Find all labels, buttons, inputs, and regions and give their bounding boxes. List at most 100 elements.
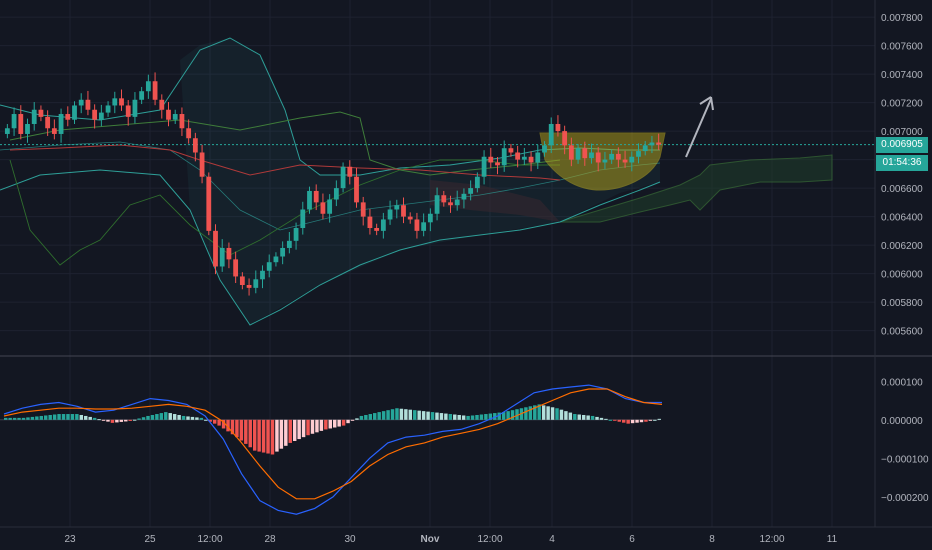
histogram-bar [257, 419, 261, 452]
candle [642, 141, 648, 156]
time-tick-label: 11 [827, 534, 838, 545]
histogram-bar [141, 417, 146, 420]
candle [166, 102, 171, 127]
histogram-bar [137, 418, 141, 420]
candle [25, 118, 30, 143]
macd-line [3, 384, 662, 515]
macd-tick-label: −0.000200 [881, 493, 929, 504]
histogram-bar [12, 417, 17, 420]
candle [293, 222, 299, 250]
histogram-bar [101, 419, 106, 421]
histogram-bar [355, 418, 359, 420]
histogram-bar [404, 409, 408, 420]
histogram-bar [350, 419, 355, 421]
candle [589, 143, 594, 164]
candle [562, 125, 568, 155]
histogram-bar [221, 419, 226, 429]
histogram-bar [639, 419, 644, 423]
price-tick-label: 0.006400 [881, 213, 923, 224]
candle [186, 119, 192, 144]
histogram-bar [657, 418, 661, 420]
histogram-bar [57, 414, 61, 420]
candle [528, 151, 534, 172]
histogram-bar [408, 409, 413, 420]
histogram-bar [435, 412, 439, 420]
histogram-bar [119, 419, 124, 422]
histogram-bar [106, 419, 110, 422]
histogram-bar [190, 416, 195, 420]
price-tick-label: 0.006000 [881, 270, 923, 281]
candle [246, 278, 252, 296]
histogram-bar [461, 415, 466, 420]
histogram-bar [559, 409, 564, 420]
histogram-bar [244, 419, 248, 444]
candle [609, 149, 615, 164]
histogram-bar [475, 414, 479, 420]
candle [4, 123, 10, 139]
candle [239, 272, 245, 290]
candlestick-series [4, 72, 662, 296]
candle [92, 104, 98, 129]
macd-axis-labels[interactable]: 0.000100 0.000000 −0.000100 −0.000200 [881, 377, 929, 504]
histogram-bar [204, 419, 208, 421]
histogram-bar [333, 419, 337, 428]
ichimoku-lines [9, 111, 561, 266]
time-axis-labels[interactable]: 23 25 12:00 28 30 Nov 12:00 4 6 8 12:00 11 [64, 534, 837, 545]
histogram-bar [301, 419, 306, 438]
histogram-bar [617, 419, 621, 422]
candle [78, 93, 84, 114]
histogram-bar [4, 417, 8, 420]
histogram-bar [239, 419, 244, 441]
price-tick-label: 0.007800 [881, 13, 923, 24]
histogram-bar [212, 419, 217, 424]
candle [360, 196, 366, 226]
histogram-bar [66, 414, 70, 420]
price-tick-label: 0.006200 [881, 241, 923, 252]
histogram-bar [613, 419, 617, 421]
macd-tick-label: −0.000100 [881, 454, 929, 465]
histogram-bar [439, 413, 444, 420]
histogram-bar [621, 419, 626, 423]
histogram-bar [297, 419, 301, 440]
grid-lines [0, 0, 875, 527]
macd-tick-label: 0.000100 [881, 377, 923, 388]
histogram-bar [577, 414, 581, 420]
histogram-bar [292, 419, 297, 441]
histogram-bar [261, 419, 266, 453]
candle [481, 150, 487, 185]
price-tick-label: 0.006600 [881, 184, 923, 195]
histogram-bar [270, 419, 275, 455]
histogram-bar [586, 415, 590, 420]
histogram-bar [124, 419, 128, 422]
histogram-bar [510, 410, 515, 420]
time-tick-label: 25 [144, 534, 156, 545]
histogram-bar [70, 414, 75, 420]
candle [380, 212, 386, 239]
histogram-bar [373, 413, 377, 420]
histogram-bar [132, 419, 137, 421]
projection-arrow[interactable] [685, 96, 714, 158]
histogram-bar [453, 414, 457, 420]
candle [219, 239, 225, 272]
histogram-bar [30, 416, 35, 420]
histogram-bar [306, 419, 310, 436]
candle [656, 133, 662, 151]
price-axis-labels[interactable]: 0.007800 0.007600 0.007400 0.007200 0.007000… [881, 13, 923, 337]
histogram-bar [515, 409, 519, 420]
histogram-bar [630, 419, 635, 424]
histogram-bar [426, 411, 430, 420]
histogram-bar [328, 419, 332, 429]
histogram-bar [541, 405, 546, 420]
histogram-bar [595, 416, 599, 420]
candle [340, 162, 346, 193]
histogram-bar [186, 416, 190, 420]
histogram-bar [155, 414, 159, 420]
histogram-bar [8, 417, 12, 420]
histogram-bar [266, 419, 270, 454]
histogram-bar [364, 414, 368, 420]
candle [474, 172, 480, 193]
candle [548, 117, 554, 154]
histogram-bar [479, 414, 484, 420]
candle [313, 184, 319, 211]
